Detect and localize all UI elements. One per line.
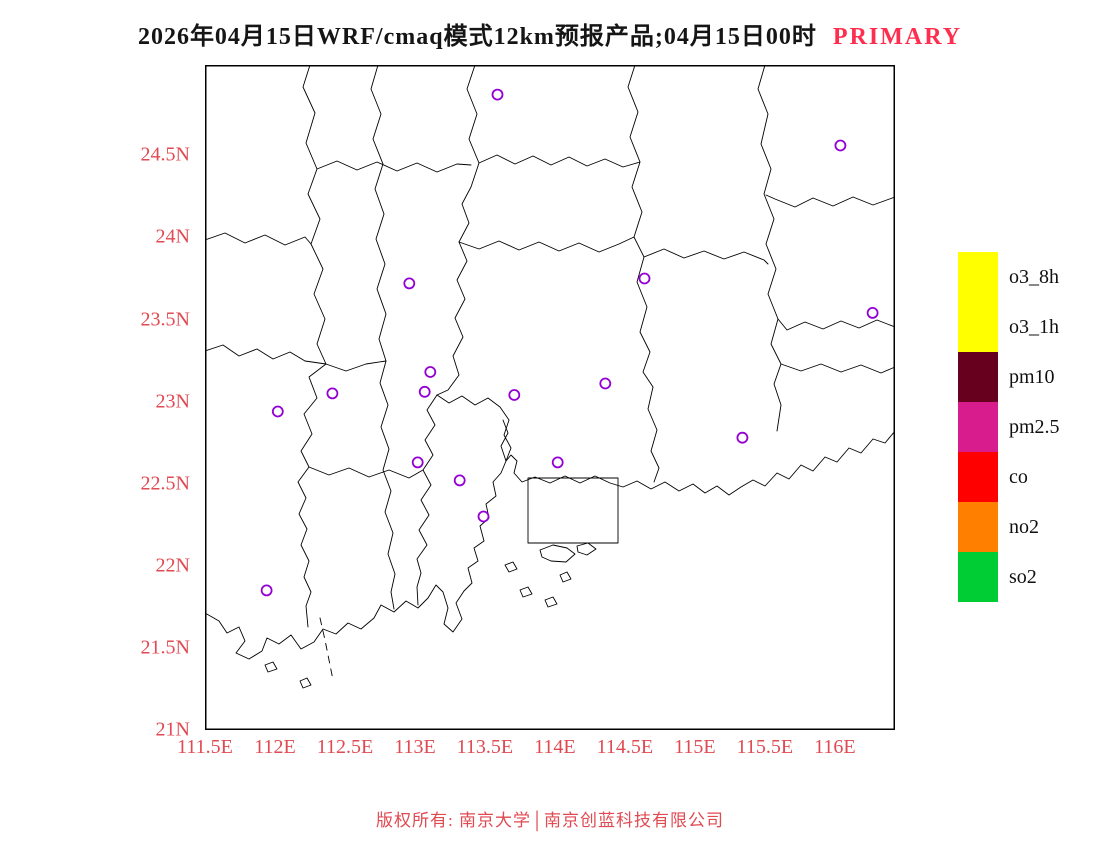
station-marker	[424, 366, 437, 378]
lon-tick-label: 115.5E	[736, 736, 794, 758]
lon-tick-label: 116E	[814, 736, 856, 758]
county-boundaries	[204, 64, 896, 689]
legend-swatch-pm10	[958, 352, 998, 402]
lat-tick-label: 21.5N	[140, 636, 190, 659]
station-marker	[491, 88, 504, 101]
station-marker	[599, 377, 612, 390]
legend-label: no2	[1009, 515, 1039, 538]
legend-label: pm2.5	[1009, 415, 1060, 438]
station-marker	[453, 474, 466, 487]
lon-tick-label: 114.5E	[596, 736, 654, 758]
lon-tick-label: 115E	[674, 736, 716, 758]
lon-tick-label: 111.5E	[177, 736, 233, 758]
station-marker	[834, 139, 847, 152]
legend-label: o3_1h	[1009, 315, 1059, 338]
station-marker	[411, 456, 424, 469]
station-marker	[403, 277, 416, 290]
station-marker	[260, 584, 273, 597]
legend-item-o3_8h: o3_8h	[958, 252, 1060, 302]
island-outline	[539, 544, 576, 563]
lat-tick-label: 22.5N	[140, 472, 190, 495]
map-border	[205, 65, 895, 730]
lat-tick-label: 23N	[155, 390, 190, 413]
map-frame	[204, 64, 896, 730]
legend-item-no2: no2	[958, 502, 1060, 552]
legend-label: o3_8h	[1009, 265, 1059, 288]
legend-item-co: co	[958, 452, 1060, 502]
legend-swatch-so2	[958, 552, 998, 602]
station-marker	[326, 387, 339, 400]
page-title: 2026年04月15日WRF/cmaq模式12km预报产品;04月15日00时 P…	[0, 16, 1100, 51]
legend-item-o3_1h: o3_1h	[958, 302, 1060, 352]
station-marker	[271, 405, 284, 418]
legend-swatch-o3_1h	[958, 302, 998, 352]
copyright-footer: 版权所有: 南京大学│南京创蓝科技有限公司	[375, 811, 725, 830]
lon-tick-label: 113.5E	[456, 736, 514, 758]
lat-tick-label: 22N	[155, 554, 190, 577]
lon-tick-label: 112.5E	[316, 736, 374, 758]
lat-tick-label: 23.5N	[140, 308, 190, 330]
legend-swatch-co	[958, 452, 998, 502]
station-marker	[736, 431, 749, 444]
legend-swatch-o3_8h	[958, 252, 998, 302]
legend-item-so2: so2	[958, 552, 1060, 602]
station-marker	[638, 272, 651, 285]
legend-label: co	[1009, 465, 1028, 488]
station-marker	[508, 389, 521, 401]
station-marker	[418, 385, 431, 398]
lat-tick-label: 24.5N	[140, 143, 190, 166]
lon-tick-label: 114E	[534, 736, 576, 758]
legend-label: so2	[1009, 565, 1037, 588]
lon-tick-label: 113E	[394, 736, 436, 758]
station-markers	[260, 88, 879, 597]
legend-item-pm10: pm10	[958, 352, 1060, 402]
latitude-axis: 24.5N 24N 23.5N 23N 22.5N 22N 21.5N 21N	[0, 65, 200, 741]
legend-label: pm10	[1009, 365, 1055, 388]
title-text: 2026年04月15日WRF/cmaq模式12km预报产品;04月15日00时	[137, 24, 817, 50]
lat-tick-label: 24N	[155, 225, 190, 248]
longitude-axis: 111.5E 112E 112.5E 113E 113.5E 114E 114.5E 115E…	[177, 732, 895, 762]
legend-item-pm2.5: pm2.5	[958, 402, 1060, 452]
title-primary-tag: PRIMARY	[832, 24, 963, 50]
maritime-dashed-line	[319, 617, 334, 681]
map-canvas	[204, 64, 896, 730]
station-marker	[866, 306, 879, 319]
pollutant-legend: o3_8h o3_1h pm10 pm2.5 co no2 so2	[958, 252, 1060, 602]
station-marker	[477, 510, 490, 523]
lat-tick-label: 21N	[155, 718, 190, 741]
hongkong-region-box	[527, 477, 619, 544]
lon-tick-label: 112E	[254, 736, 296, 758]
legend-swatch-pm2.5	[958, 402, 998, 452]
station-marker	[551, 456, 564, 469]
legend-swatch-no2	[958, 502, 998, 552]
